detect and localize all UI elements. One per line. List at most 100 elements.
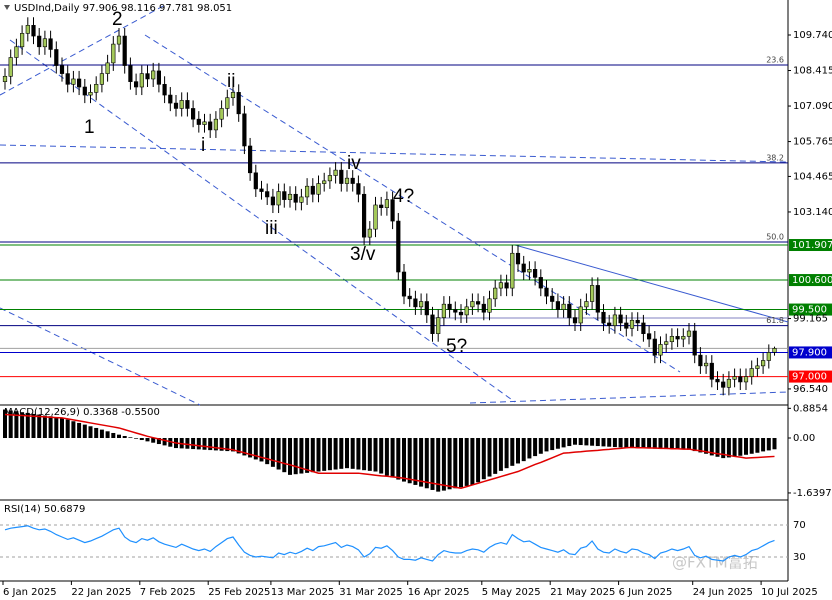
macd-bar: [162, 438, 167, 446]
watermark: @FXTM富拓: [672, 554, 758, 572]
wave-label: i: [201, 135, 205, 156]
macd-bar: [31, 413, 36, 439]
candle-body: [77, 78, 82, 88]
macd-bar: [521, 438, 526, 462]
macd-bar: [128, 437, 133, 439]
macd-bar: [213, 438, 218, 451]
macd-bar: [407, 438, 412, 484]
candle-body: [248, 145, 253, 174]
macd-bar: [527, 438, 532, 459]
y-tick-label: 104.465: [793, 171, 832, 182]
candle-body: [629, 319, 635, 329]
candle-body: [2, 75, 8, 82]
macd-bar: [202, 438, 207, 450]
macd-bar: [156, 438, 161, 445]
candle-body: [327, 175, 333, 182]
macd-bar: [441, 438, 446, 491]
candle-body: [396, 220, 401, 273]
candle-body: [601, 311, 606, 324]
candle-body: [242, 113, 247, 147]
candle-body: [436, 317, 441, 334]
macd-bar: [276, 438, 281, 470]
candle-body: [322, 180, 327, 184]
macd-bar: [635, 438, 640, 449]
candle-body: [213, 118, 219, 131]
candle-body: [481, 303, 486, 313]
rsi-title: RSI(14) 50.6879: [4, 504, 85, 515]
candle-body: [550, 295, 555, 302]
candle-body: [470, 301, 475, 308]
candle-body: [276, 191, 281, 206]
candle-body: [94, 84, 99, 93]
macd-bar: [493, 438, 498, 474]
candle-body: [65, 73, 70, 85]
candle-body: [418, 301, 424, 308]
candle-body: [555, 301, 560, 310]
candle-body: [88, 92, 93, 96]
macd-bar: [396, 438, 401, 480]
wave-label: 4?: [393, 186, 414, 207]
macd-bar: [761, 438, 766, 452]
candle-body: [151, 70, 156, 80]
candle-body: [48, 38, 53, 50]
candle-body: [641, 322, 646, 334]
macd-bar: [470, 438, 475, 485]
macd-bar: [305, 438, 310, 473]
price-level-tag: [789, 346, 832, 359]
macd-bar: [77, 422, 82, 439]
macd-bar: [3, 409, 7, 439]
y-tick-label: -1.6397: [793, 488, 832, 499]
candle-body: [487, 298, 492, 313]
macd-bar: [316, 438, 321, 472]
macd-bar: [253, 438, 258, 460]
macd-bar: [288, 438, 292, 475]
macd-bar: [766, 438, 771, 451]
candle-body: [624, 322, 629, 329]
macd-bar: [561, 438, 566, 448]
candle-body: [25, 25, 30, 34]
candle-body: [259, 188, 264, 192]
price-level-label: 97.900: [792, 347, 827, 358]
macd-bar: [65, 419, 70, 439]
candle-body: [173, 102, 179, 109]
candle-body: [441, 303, 447, 318]
candle-body: [361, 193, 367, 238]
candle-body: [401, 271, 407, 297]
candle-body: [37, 35, 42, 48]
chart-title: USDInd,Daily 97.906 98.116 97.781 98.051: [14, 3, 232, 14]
candle-body: [339, 169, 344, 184]
macd-bar: [567, 438, 572, 447]
macd-bar: [413, 438, 418, 485]
macd-bar: [607, 438, 612, 447]
macd-bar: [265, 438, 270, 465]
macd-bar: [709, 438, 714, 456]
candle-body: [504, 282, 509, 289]
macd-bar: [721, 438, 726, 459]
macd-bar: [504, 438, 509, 469]
macd-bar: [145, 438, 150, 442]
candle-body: [134, 81, 139, 88]
candle-body: [510, 252, 515, 289]
candle-body: [612, 314, 617, 326]
macd-bar: [402, 438, 406, 482]
y-tick-label: 0.00: [793, 433, 815, 444]
y-tick-label: 109.740: [793, 30, 832, 41]
channel-line: [469, 391, 789, 404]
candle-body: [162, 84, 167, 96]
macd-bar: [208, 438, 213, 451]
macd-bar: [652, 438, 657, 449]
macd-bar: [42, 415, 47, 439]
macd-signal: [4, 413, 775, 490]
macd-bar: [299, 438, 304, 474]
fib-label: 38.2: [766, 153, 784, 162]
macd-bar: [379, 438, 384, 474]
y-tick-label: 103.140: [793, 207, 832, 218]
symbol-icon: [4, 5, 10, 10]
candle-body: [464, 306, 469, 316]
candle-body: [316, 183, 321, 195]
macd-bar: [618, 438, 623, 448]
trend-lines: [0, 4, 789, 406]
candle-body: [82, 86, 87, 96]
macd-bar: [464, 438, 469, 486]
candle-body: [738, 376, 743, 383]
